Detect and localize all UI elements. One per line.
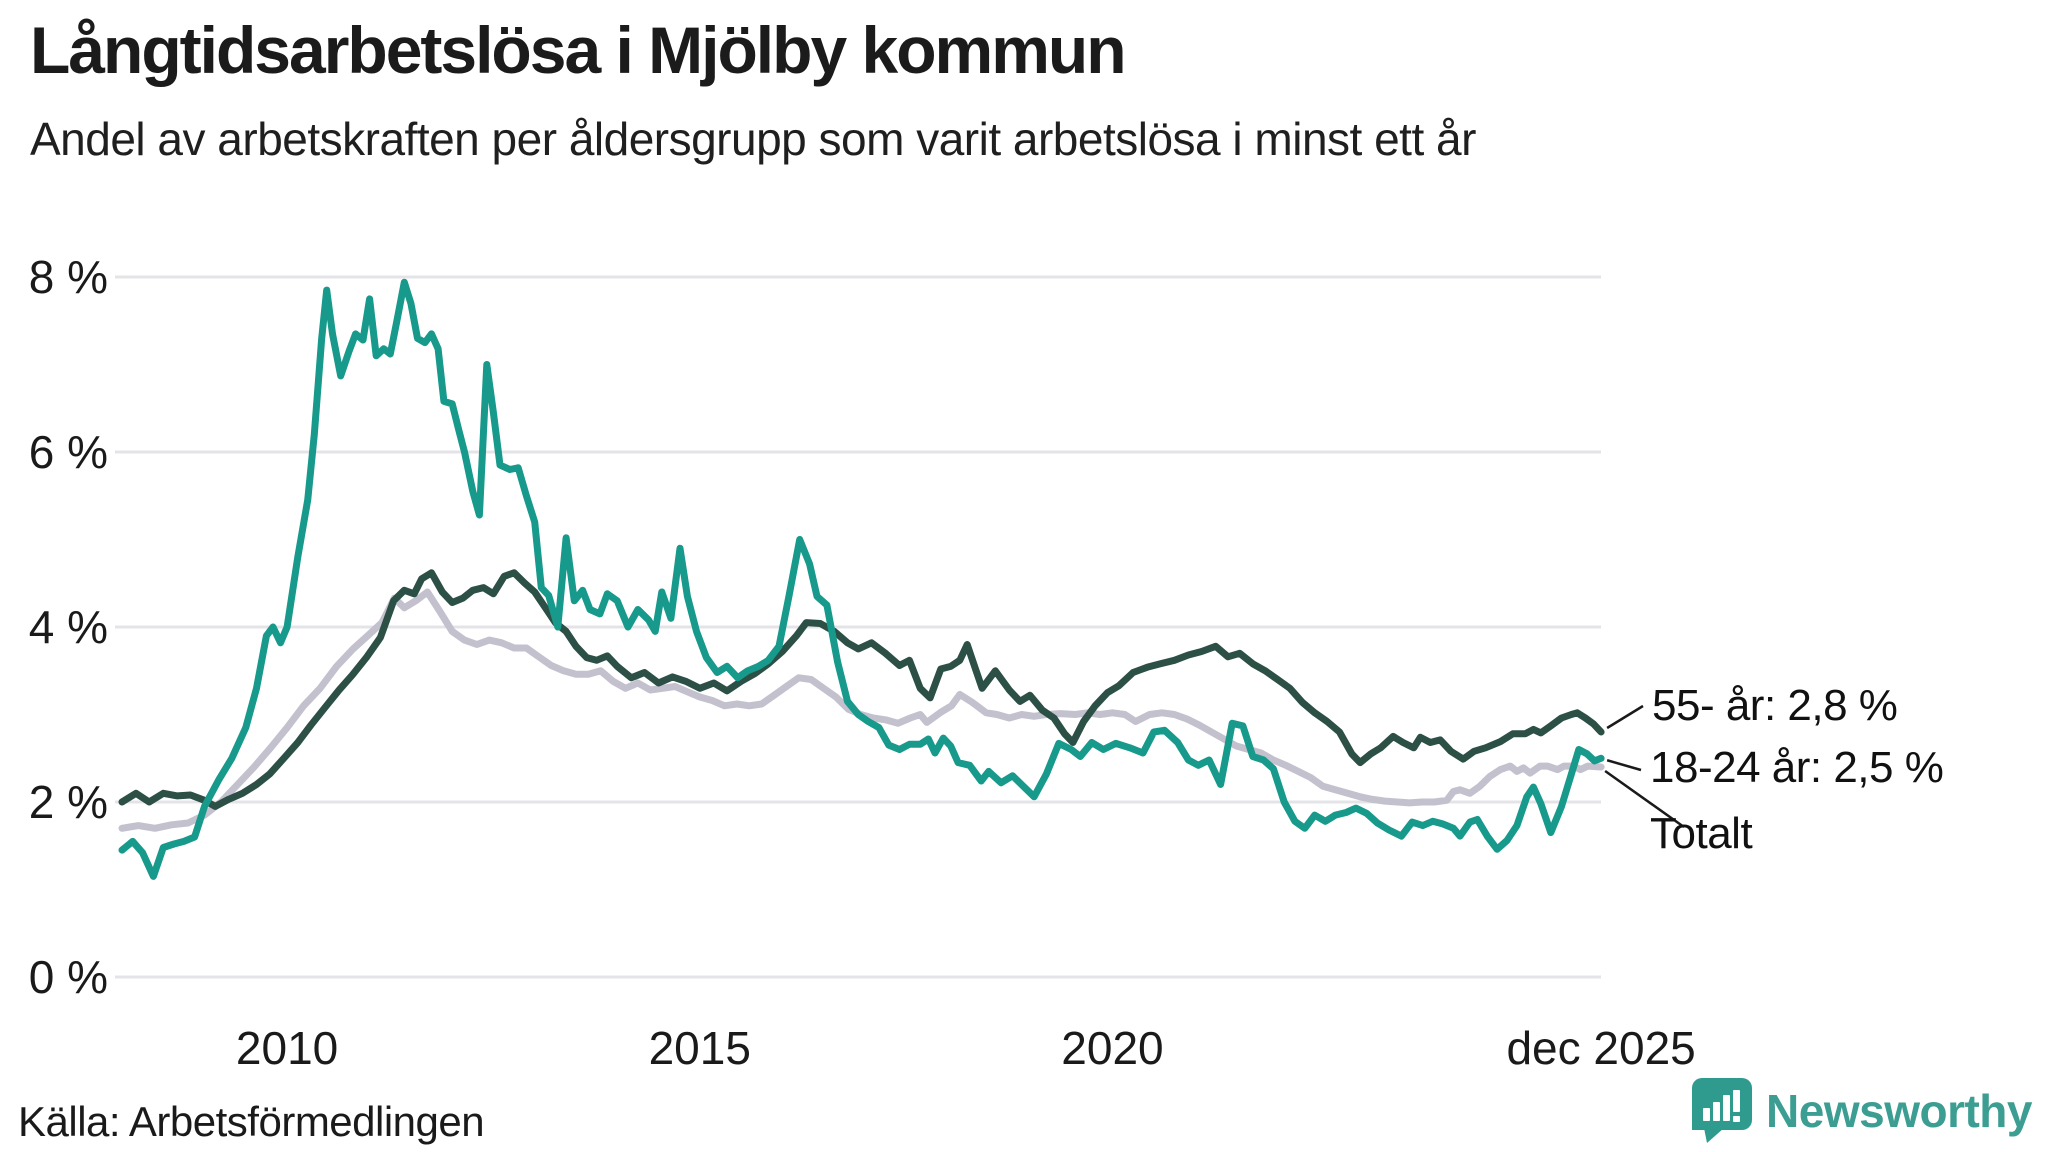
x-tick-label-2015: 2015 [648,1022,751,1074]
annotation-totalt: Totalt [1650,809,1753,858]
series-line-18-24 [118,278,1605,880]
newsworthy-logo-text: Newsworthy [1766,1085,2032,1137]
y-tick-label-6: 6 % [28,426,108,478]
leader-line-totalt [1604,769,1685,829]
series-line-totalt [118,588,1605,832]
series-line-55 [118,569,1605,810]
leader-line-18-24-ar [1606,759,1642,772]
x-tick-label-2020: 2020 [1061,1022,1164,1074]
chart-title: Långtidsarbetslösa i Mjölby kommun [30,13,1127,87]
source-note: Källa: Arbetsförmedlingen [18,1098,485,1145]
y-tick-label-2: 2 % [28,776,108,828]
annotation-55-ar: 55- år: 2,8 % [1652,681,1898,730]
y-tick-label-4: 4 % [28,601,108,653]
x-tick-label-dec-2025: dec 2025 [1506,1022,1696,1074]
newsworthy-logo: Newsworthy [1692,1078,2032,1144]
x-tick-label-2010: 2010 [235,1022,339,1074]
chart-subtitle: Andel av arbetskraften per åldersgrupp s… [30,113,1476,165]
y-tick-label-8: 8 % [28,251,108,303]
y-tick-label-0: 0 % [28,951,108,1003]
newsworthy-logo-icon [1692,1078,1753,1143]
leader-line-55-ar [1606,704,1644,730]
annotation-18-24-ar: 18-24 år: 2,5 % [1650,743,1944,792]
